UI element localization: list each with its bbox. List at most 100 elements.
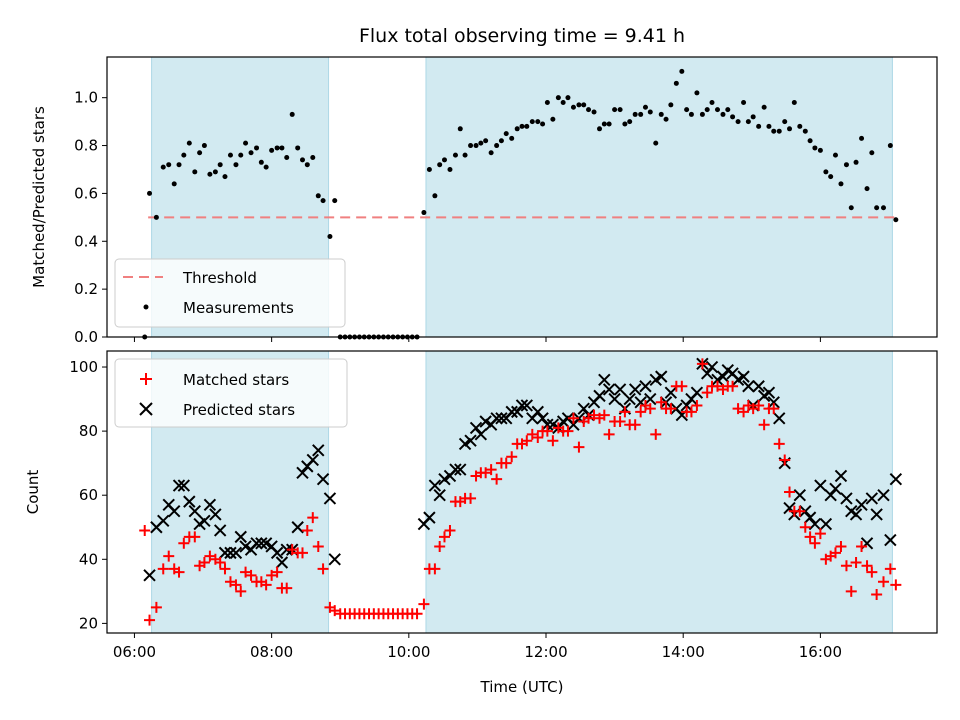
matched-star-point <box>500 457 512 469</box>
measurement-point <box>709 99 715 105</box>
predicted-star-point <box>623 392 636 406</box>
x-axis-label: Time (UTC) <box>480 678 564 696</box>
matched-star-point <box>271 566 283 578</box>
measurement-points <box>142 68 899 340</box>
top-observing-windows <box>151 56 893 338</box>
predicted-star-point <box>306 453 319 467</box>
measurement-point <box>468 143 474 149</box>
matched-star-point <box>567 412 579 424</box>
measurement-point <box>153 214 159 220</box>
measurement-point <box>304 162 310 168</box>
legend-threshold-label: Threshold <box>182 269 257 287</box>
legend-matched-label: Matched stars <box>183 371 289 389</box>
measurement-point <box>576 102 582 108</box>
matched-star-point <box>629 419 641 431</box>
predicted-star-point <box>849 508 863 521</box>
measurement-point <box>535 119 541 125</box>
measurement-point <box>694 90 700 96</box>
predicted-star-point <box>877 488 890 502</box>
predicted-star-point <box>536 412 549 425</box>
bottom-x-ticks: 06:00 08:00 10:00 12:00 14:00 16:00 <box>113 633 842 661</box>
measurement-point <box>776 128 782 134</box>
measurement-point <box>426 166 432 172</box>
measurement-point <box>327 233 333 239</box>
measurement-point <box>679 68 685 74</box>
y-tick-label: 60 <box>79 486 98 504</box>
measurement-point <box>258 159 264 165</box>
measurement-point <box>812 145 818 151</box>
measurement-point <box>437 162 443 168</box>
measurement-point <box>478 140 484 146</box>
measurement-point <box>227 152 233 158</box>
predicted-star-point <box>423 511 436 524</box>
top-y-axis-label: Matched/Predicted stars <box>30 106 48 288</box>
predicted-star-point <box>316 472 330 486</box>
top-plot-frame <box>106 56 938 338</box>
predicted-star-point <box>628 383 642 396</box>
measurement-point <box>176 162 182 168</box>
matched-star-point <box>465 492 477 504</box>
matched-star-point <box>434 540 446 552</box>
measurement-point <box>859 135 865 141</box>
matched-star-point <box>614 416 626 427</box>
y-tick-label: 0.6 <box>74 184 98 202</box>
bottom-y-axis-label: Count <box>24 470 42 515</box>
matched-star-point <box>219 563 231 575</box>
measurement-point <box>756 123 762 129</box>
measurement-point <box>745 119 751 125</box>
matched-star-point <box>150 601 162 613</box>
matched-star-point <box>230 579 242 591</box>
predicted-star-point <box>865 492 879 505</box>
measurement-point <box>791 99 797 105</box>
y-tick-label: 80 <box>79 422 98 440</box>
measurement-point <box>147 190 153 196</box>
predicted-star-point <box>157 514 170 528</box>
measurement-point <box>181 152 187 158</box>
measurement-point <box>817 147 823 153</box>
measurement-point <box>699 111 705 117</box>
measurement-point <box>263 164 269 170</box>
matched-star-point <box>418 598 430 610</box>
predicted-star-point <box>644 392 657 406</box>
measurement-point <box>284 155 290 161</box>
predicted-star-point <box>834 469 848 483</box>
measurement-point <box>802 128 808 134</box>
predicted-star-point <box>762 386 776 399</box>
top-x-ticks <box>133 337 821 342</box>
matched-star-point <box>840 560 852 572</box>
measurement-point <box>483 138 489 144</box>
measurement-point <box>529 119 535 125</box>
predicted-star-point <box>819 517 833 531</box>
legend-measurements-label: Measurements <box>183 299 294 317</box>
predicted-star-point <box>172 479 186 492</box>
y-tick-label: 0.0 <box>74 328 98 346</box>
measurement-point <box>503 131 509 137</box>
matched-star-point <box>814 528 826 540</box>
predicted-star-point <box>229 546 243 560</box>
matched-star-point <box>157 563 169 575</box>
matched-star-point <box>307 512 319 524</box>
predicted-star-point <box>593 389 606 403</box>
measurement-point <box>880 205 886 211</box>
predicted-star-point <box>608 392 621 406</box>
predicted-star-point <box>602 383 616 396</box>
matched-star-point <box>685 406 697 418</box>
matched-star-point <box>809 537 821 549</box>
matched-star-point <box>665 403 677 415</box>
matched-star-point <box>794 505 806 517</box>
measurement-point <box>848 205 854 211</box>
matched-star-point <box>139 524 151 536</box>
x-tick-label: 12:00 <box>524 643 567 661</box>
measurement-point <box>315 193 321 199</box>
bottom-legend-box <box>114 358 348 428</box>
matched-star-point <box>676 380 688 392</box>
measurement-point <box>887 143 893 149</box>
measurement-point <box>606 121 612 127</box>
matched-star-point <box>506 451 518 463</box>
predicted-star-point <box>224 546 237 560</box>
predicted-star-point <box>716 370 730 383</box>
matched-star-point <box>301 524 313 536</box>
predicted-star-point <box>824 488 837 502</box>
measurement-point <box>823 169 829 175</box>
